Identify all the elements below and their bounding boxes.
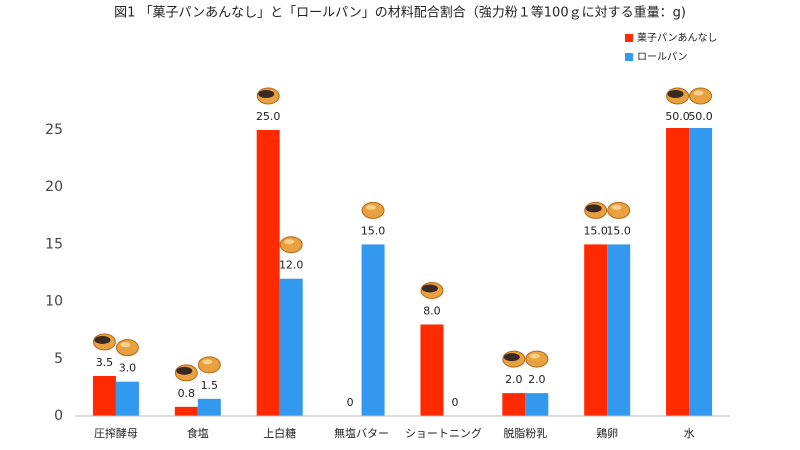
bar — [420, 324, 444, 416]
bread-icon — [666, 87, 690, 105]
x-tick-label: 水 — [684, 427, 695, 440]
bread-body — [115, 339, 139, 357]
x-tick-label: ショートニング — [405, 426, 482, 440]
bread-body — [361, 201, 385, 219]
bar — [174, 406, 198, 416]
value-label: 15.0 — [361, 224, 386, 237]
value-label: 50.0 — [688, 110, 713, 123]
bar — [607, 244, 631, 416]
value-label: 2.0 — [505, 373, 523, 386]
bread-top — [667, 90, 684, 98]
value-label: 1.5 — [201, 379, 219, 392]
value-label: 15.0 — [606, 224, 631, 237]
bread-icon — [607, 201, 631, 219]
legend-swatch — [625, 34, 633, 42]
bread-top — [176, 366, 193, 375]
bread-icon — [584, 201, 608, 219]
y-tick-label: 25 — [45, 122, 63, 138]
bar — [256, 130, 280, 416]
bread-top — [421, 284, 438, 293]
bread-icon — [689, 87, 713, 105]
value-label: 0 — [451, 396, 458, 409]
y-tick-label: 10 — [45, 294, 63, 310]
bread-shine — [693, 90, 704, 96]
x-tick-label: 脱脂粉乳 — [503, 426, 547, 440]
bread-icon — [256, 87, 280, 105]
bar — [502, 393, 526, 416]
x-tick-label: 圧搾酵母 — [94, 426, 138, 440]
x-tick-label: 無塩バター — [334, 426, 389, 440]
bar — [279, 278, 303, 416]
bread-icon — [525, 350, 549, 368]
value-label: 50.0 — [665, 110, 690, 123]
chart-title: 図1 「菓子パンあんなし」と「ロールパン」の材料配合割合（強力粉１等100ｇに対… — [114, 5, 686, 21]
legend-label: 菓子パンあんなし — [637, 32, 718, 44]
plot-area — [92, 128, 713, 416]
value-label: 3.0 — [119, 362, 137, 375]
bar — [361, 244, 385, 416]
bar — [197, 398, 221, 416]
bread-icon — [197, 356, 221, 374]
bread-icon — [420, 281, 444, 299]
bread-top — [503, 353, 520, 362]
bread-body — [279, 236, 303, 254]
bread-top — [258, 90, 275, 98]
y-tick-label: 0 — [54, 408, 63, 424]
value-label: 8.0 — [423, 304, 441, 317]
bread-icon — [361, 201, 385, 219]
value-label: 0.8 — [178, 387, 196, 400]
bread-icon — [502, 350, 526, 368]
y-tick-label: 5 — [54, 351, 63, 367]
bread-icon — [115, 339, 139, 357]
bread-shine — [529, 353, 540, 359]
value-label: 25.0 — [256, 110, 281, 123]
value-label: 3.5 — [96, 356, 114, 369]
bar — [666, 128, 690, 416]
bar — [115, 381, 139, 416]
bread-icon — [174, 364, 198, 382]
bread-top — [585, 204, 602, 213]
bread-shine — [202, 359, 213, 365]
x-tick-label: 鶏卵 — [596, 426, 618, 440]
bread-icon — [92, 333, 116, 351]
y-tick-label: 20 — [45, 179, 63, 195]
bar — [525, 393, 549, 416]
bread-shine — [366, 204, 377, 210]
bread-shine — [120, 342, 131, 348]
bar — [92, 375, 116, 416]
value-label: 0 — [347, 396, 354, 409]
value-label: 15.0 — [583, 224, 608, 237]
x-tick-label: 上白糖 — [263, 426, 296, 440]
legend-swatch — [625, 53, 633, 61]
bread-shine — [611, 204, 622, 210]
bread-body — [525, 350, 549, 368]
bar — [689, 128, 713, 416]
bread-icon — [279, 236, 303, 254]
value-label: 12.0 — [279, 259, 304, 272]
value-label: 2.0 — [528, 373, 546, 386]
x-tick-label: 食塩 — [187, 426, 209, 440]
bar — [584, 244, 608, 416]
bread-body — [197, 356, 221, 374]
legend-label: ロールパン — [637, 51, 688, 63]
bread-body — [689, 87, 713, 105]
y-tick-label: 15 — [45, 236, 63, 252]
bread-top — [94, 335, 111, 344]
bread-shine — [284, 239, 295, 245]
bread-body — [607, 201, 631, 219]
